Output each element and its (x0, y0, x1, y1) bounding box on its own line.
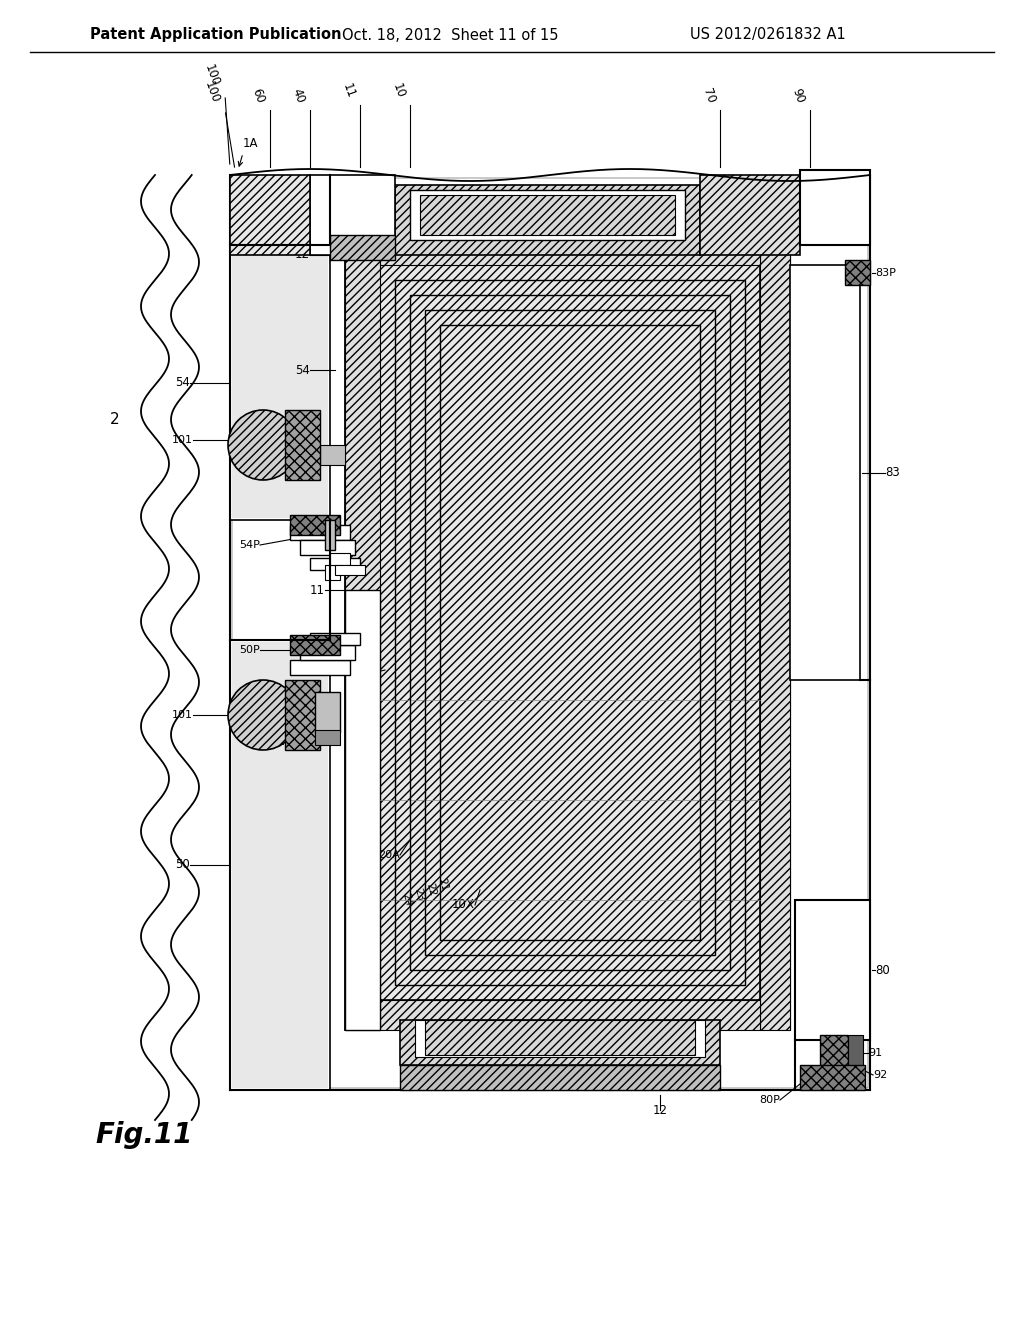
Bar (800, 170, 870, 246)
Bar (845, 260, 870, 285)
Text: 83P: 83P (874, 268, 896, 279)
Text: US 2012/0261832 A1: US 2012/0261832 A1 (690, 28, 846, 42)
Bar (415, 1020, 705, 1057)
Bar (400, 1065, 720, 1090)
Bar (325, 520, 335, 550)
Bar (330, 235, 395, 260)
Text: 54P: 54P (240, 540, 260, 550)
Text: 62: 62 (271, 696, 285, 705)
Bar (410, 294, 730, 970)
Bar (345, 590, 380, 1030)
Bar (230, 640, 330, 1090)
Bar (285, 411, 319, 480)
Bar (232, 247, 328, 517)
Text: 40: 40 (290, 87, 307, 106)
Text: 50: 50 (175, 858, 190, 871)
Text: 10X: 10X (453, 899, 475, 912)
Text: 2: 2 (111, 412, 120, 428)
Text: 12: 12 (652, 1104, 668, 1117)
Bar (760, 246, 790, 1030)
Bar (232, 642, 328, 1088)
Text: 54: 54 (295, 363, 310, 376)
Bar (400, 1020, 720, 1065)
Bar (380, 265, 760, 1001)
Bar (380, 1001, 760, 1030)
Text: 63: 63 (236, 436, 250, 445)
Text: 11: 11 (340, 82, 357, 100)
Bar (380, 246, 760, 265)
Bar (300, 540, 355, 554)
Bar (290, 525, 350, 540)
Text: 100: 100 (202, 79, 222, 106)
Bar (315, 692, 340, 733)
Bar (300, 645, 355, 660)
Text: 23: 23 (412, 887, 425, 903)
Text: 1A: 1A (243, 137, 258, 150)
Bar (230, 176, 310, 255)
Text: 20A: 20A (378, 850, 400, 861)
Bar (395, 280, 745, 985)
Text: 83: 83 (885, 466, 900, 479)
Text: 21: 21 (436, 878, 450, 892)
Bar (790, 265, 860, 680)
Text: 101: 101 (172, 436, 193, 445)
Text: 24: 24 (400, 892, 413, 908)
Text: 90: 90 (790, 87, 807, 106)
Bar (319, 445, 345, 465)
Bar (290, 515, 340, 535)
Text: 91: 91 (868, 1048, 882, 1059)
Bar (315, 730, 340, 744)
Text: 25: 25 (350, 668, 365, 681)
Bar (330, 553, 350, 565)
Bar (232, 178, 868, 1088)
Bar (795, 900, 870, 1040)
Bar (345, 246, 380, 1030)
Text: 60: 60 (250, 87, 267, 106)
Text: Fig.11: Fig.11 (95, 1121, 193, 1148)
Text: 100: 100 (202, 62, 222, 88)
Bar (848, 1035, 863, 1071)
Text: 70: 70 (699, 87, 717, 106)
Text: 54: 54 (175, 376, 190, 389)
Ellipse shape (228, 411, 298, 480)
Bar (395, 185, 700, 255)
Text: 12: 12 (295, 248, 310, 261)
Text: 22: 22 (424, 882, 437, 898)
Bar (325, 565, 340, 579)
Bar (425, 1020, 695, 1055)
Bar (700, 176, 800, 255)
Bar (335, 565, 365, 576)
Text: 80: 80 (874, 964, 890, 977)
Bar (310, 558, 360, 570)
Bar (420, 195, 675, 235)
Text: 10: 10 (390, 82, 407, 100)
Text: Patent Application Publication: Patent Application Publication (90, 28, 341, 42)
Text: 101: 101 (172, 710, 193, 719)
Ellipse shape (228, 680, 298, 750)
Bar (440, 325, 700, 940)
Bar (285, 680, 319, 750)
Text: Oct. 18, 2012  Sheet 11 of 15: Oct. 18, 2012 Sheet 11 of 15 (342, 28, 558, 42)
Text: 11: 11 (310, 583, 325, 597)
Text: 50P: 50P (240, 645, 260, 655)
Bar (820, 1035, 848, 1071)
Text: 80P: 80P (759, 1096, 780, 1105)
Bar (230, 246, 330, 520)
Bar (310, 634, 360, 645)
Bar (800, 1065, 865, 1090)
Bar (232, 178, 868, 1088)
Text: 63: 63 (236, 710, 250, 719)
Bar (425, 310, 715, 954)
Bar (345, 246, 790, 1030)
Bar (290, 660, 350, 675)
Bar (410, 190, 685, 240)
Text: 92: 92 (873, 1071, 887, 1080)
Bar (310, 176, 395, 255)
Bar (290, 635, 340, 655)
Text: 61: 61 (271, 737, 285, 747)
